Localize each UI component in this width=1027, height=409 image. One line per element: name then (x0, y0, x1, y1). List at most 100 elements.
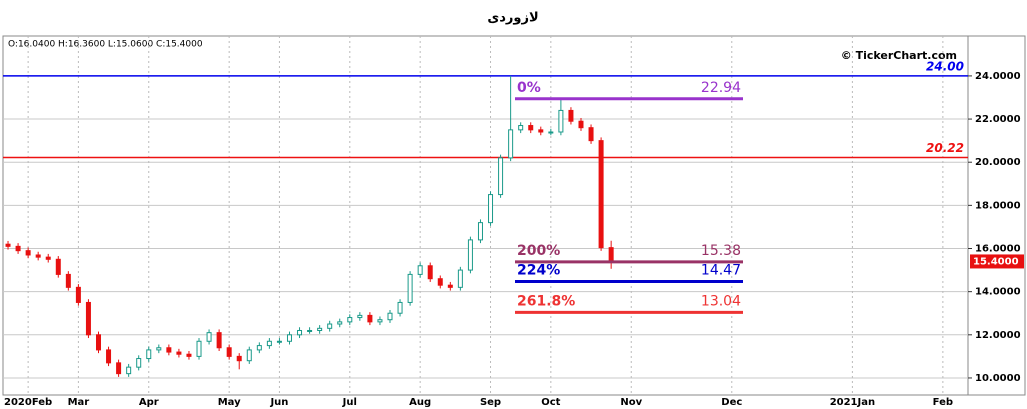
candle-body (407, 273, 413, 303)
candle-body (608, 247, 614, 262)
x-tick-label: Nov (620, 397, 642, 408)
candle-body (387, 312, 393, 321)
x-tick-label: Dec (721, 397, 742, 408)
candle-body (578, 120, 584, 129)
y-tick-label: 14.0000 (975, 287, 1021, 298)
candle-body (477, 222, 483, 241)
x-tick-label: Apr (139, 397, 159, 408)
candle-body (246, 349, 252, 362)
candle-body (176, 351, 182, 355)
y-tick-label: 24.0000 (975, 71, 1021, 82)
candle-body (256, 345, 262, 351)
candle-body (146, 349, 152, 360)
y-tick-label: 16.0000 (975, 244, 1021, 255)
level-value: 14.47 (701, 263, 741, 279)
y-tick-label: 22.0000 (975, 114, 1021, 125)
x-tick-label: Aug (409, 397, 431, 408)
candle-body (588, 127, 594, 142)
candle-body (427, 265, 433, 280)
candle-body (397, 301, 403, 314)
candle-body (166, 347, 172, 353)
axis-frame (967, 35, 1026, 396)
candle-body (437, 278, 443, 286)
last-price-label: 15.4000 (973, 256, 1019, 267)
candle-body (136, 358, 142, 368)
candle-body (297, 329, 303, 336)
candle-body (55, 258, 61, 275)
candle-body (5, 243, 11, 247)
candle-body (186, 353, 192, 357)
candle-body (347, 317, 353, 323)
x-tick-label: 2020Feb (4, 397, 52, 408)
candle-body (15, 245, 21, 252)
candle-body (116, 362, 122, 375)
candle-body (35, 254, 41, 258)
candle-body (548, 131, 554, 134)
candle-body (467, 239, 473, 271)
candle-body (598, 140, 604, 249)
candle-body (337, 321, 343, 325)
candle-body (216, 332, 222, 349)
candle-body (518, 125, 524, 131)
candle-body (156, 347, 162, 351)
candle-body (226, 347, 232, 357)
candle-body (528, 125, 534, 131)
x-tick-label: Sep (480, 397, 501, 408)
candle-body (85, 301, 91, 336)
candle-body (568, 109, 574, 122)
x-tick-label: Jun (269, 397, 288, 408)
last-price-box (970, 254, 1024, 269)
x-tick-label: Oct (541, 397, 560, 408)
candle-body (498, 157, 504, 196)
candle-body (206, 332, 212, 342)
horizontal-line-label: 24.00 (926, 59, 964, 73)
candle-body (307, 329, 313, 332)
x-tick-label: May (218, 397, 241, 408)
candle-body (266, 340, 272, 347)
candle-body (558, 109, 564, 133)
horizontal-line-label: 20.22 (926, 141, 964, 155)
chart-title: لازوردی (487, 11, 538, 26)
x-tick-label: Feb (933, 397, 953, 408)
candle-body (508, 129, 514, 159)
y-tick-label: 12.0000 (975, 330, 1021, 341)
candle-body (447, 284, 453, 288)
candle-body (317, 327, 323, 331)
x-tick-label: Mar (68, 397, 90, 408)
watermark: © TickerChart.com (841, 49, 957, 62)
level-value: 13.04 (701, 293, 741, 309)
candle-body (457, 269, 463, 288)
level-name: 224% (517, 263, 560, 279)
ohlc-header: O:16.0400 H:16.3600 L:15.0600 C:15.4000 (8, 40, 203, 50)
candle-body (196, 340, 202, 357)
candle-body (488, 194, 494, 224)
candle-body (95, 334, 101, 351)
candle-body (377, 319, 383, 323)
candle-body (286, 334, 292, 342)
candle-body (75, 286, 81, 303)
level-name: 200% (517, 243, 560, 259)
candle-body (538, 129, 544, 133)
candle-body (357, 314, 363, 319)
y-tick-label: 20.0000 (975, 157, 1021, 168)
level-value: 15.38 (701, 243, 741, 259)
candle-body (45, 256, 51, 260)
level-name: 261.8% (517, 293, 575, 309)
x-tick-label: 2021Jan (830, 397, 875, 408)
candle-body (106, 349, 112, 364)
candle-body (367, 314, 373, 323)
candle-body (25, 250, 31, 256)
level-value: 22.94 (701, 80, 741, 96)
candle-body (65, 273, 71, 288)
level-name: 0% (517, 80, 541, 96)
y-tick-label: 10.0000 (975, 373, 1021, 384)
y-tick-label: 18.0000 (975, 200, 1021, 211)
candle-body (417, 265, 423, 275)
x-tick-label: Jul (342, 397, 357, 408)
candle-body (236, 355, 242, 362)
candle-body (327, 323, 333, 329)
candle-body (126, 366, 132, 375)
candle-body (276, 340, 282, 343)
